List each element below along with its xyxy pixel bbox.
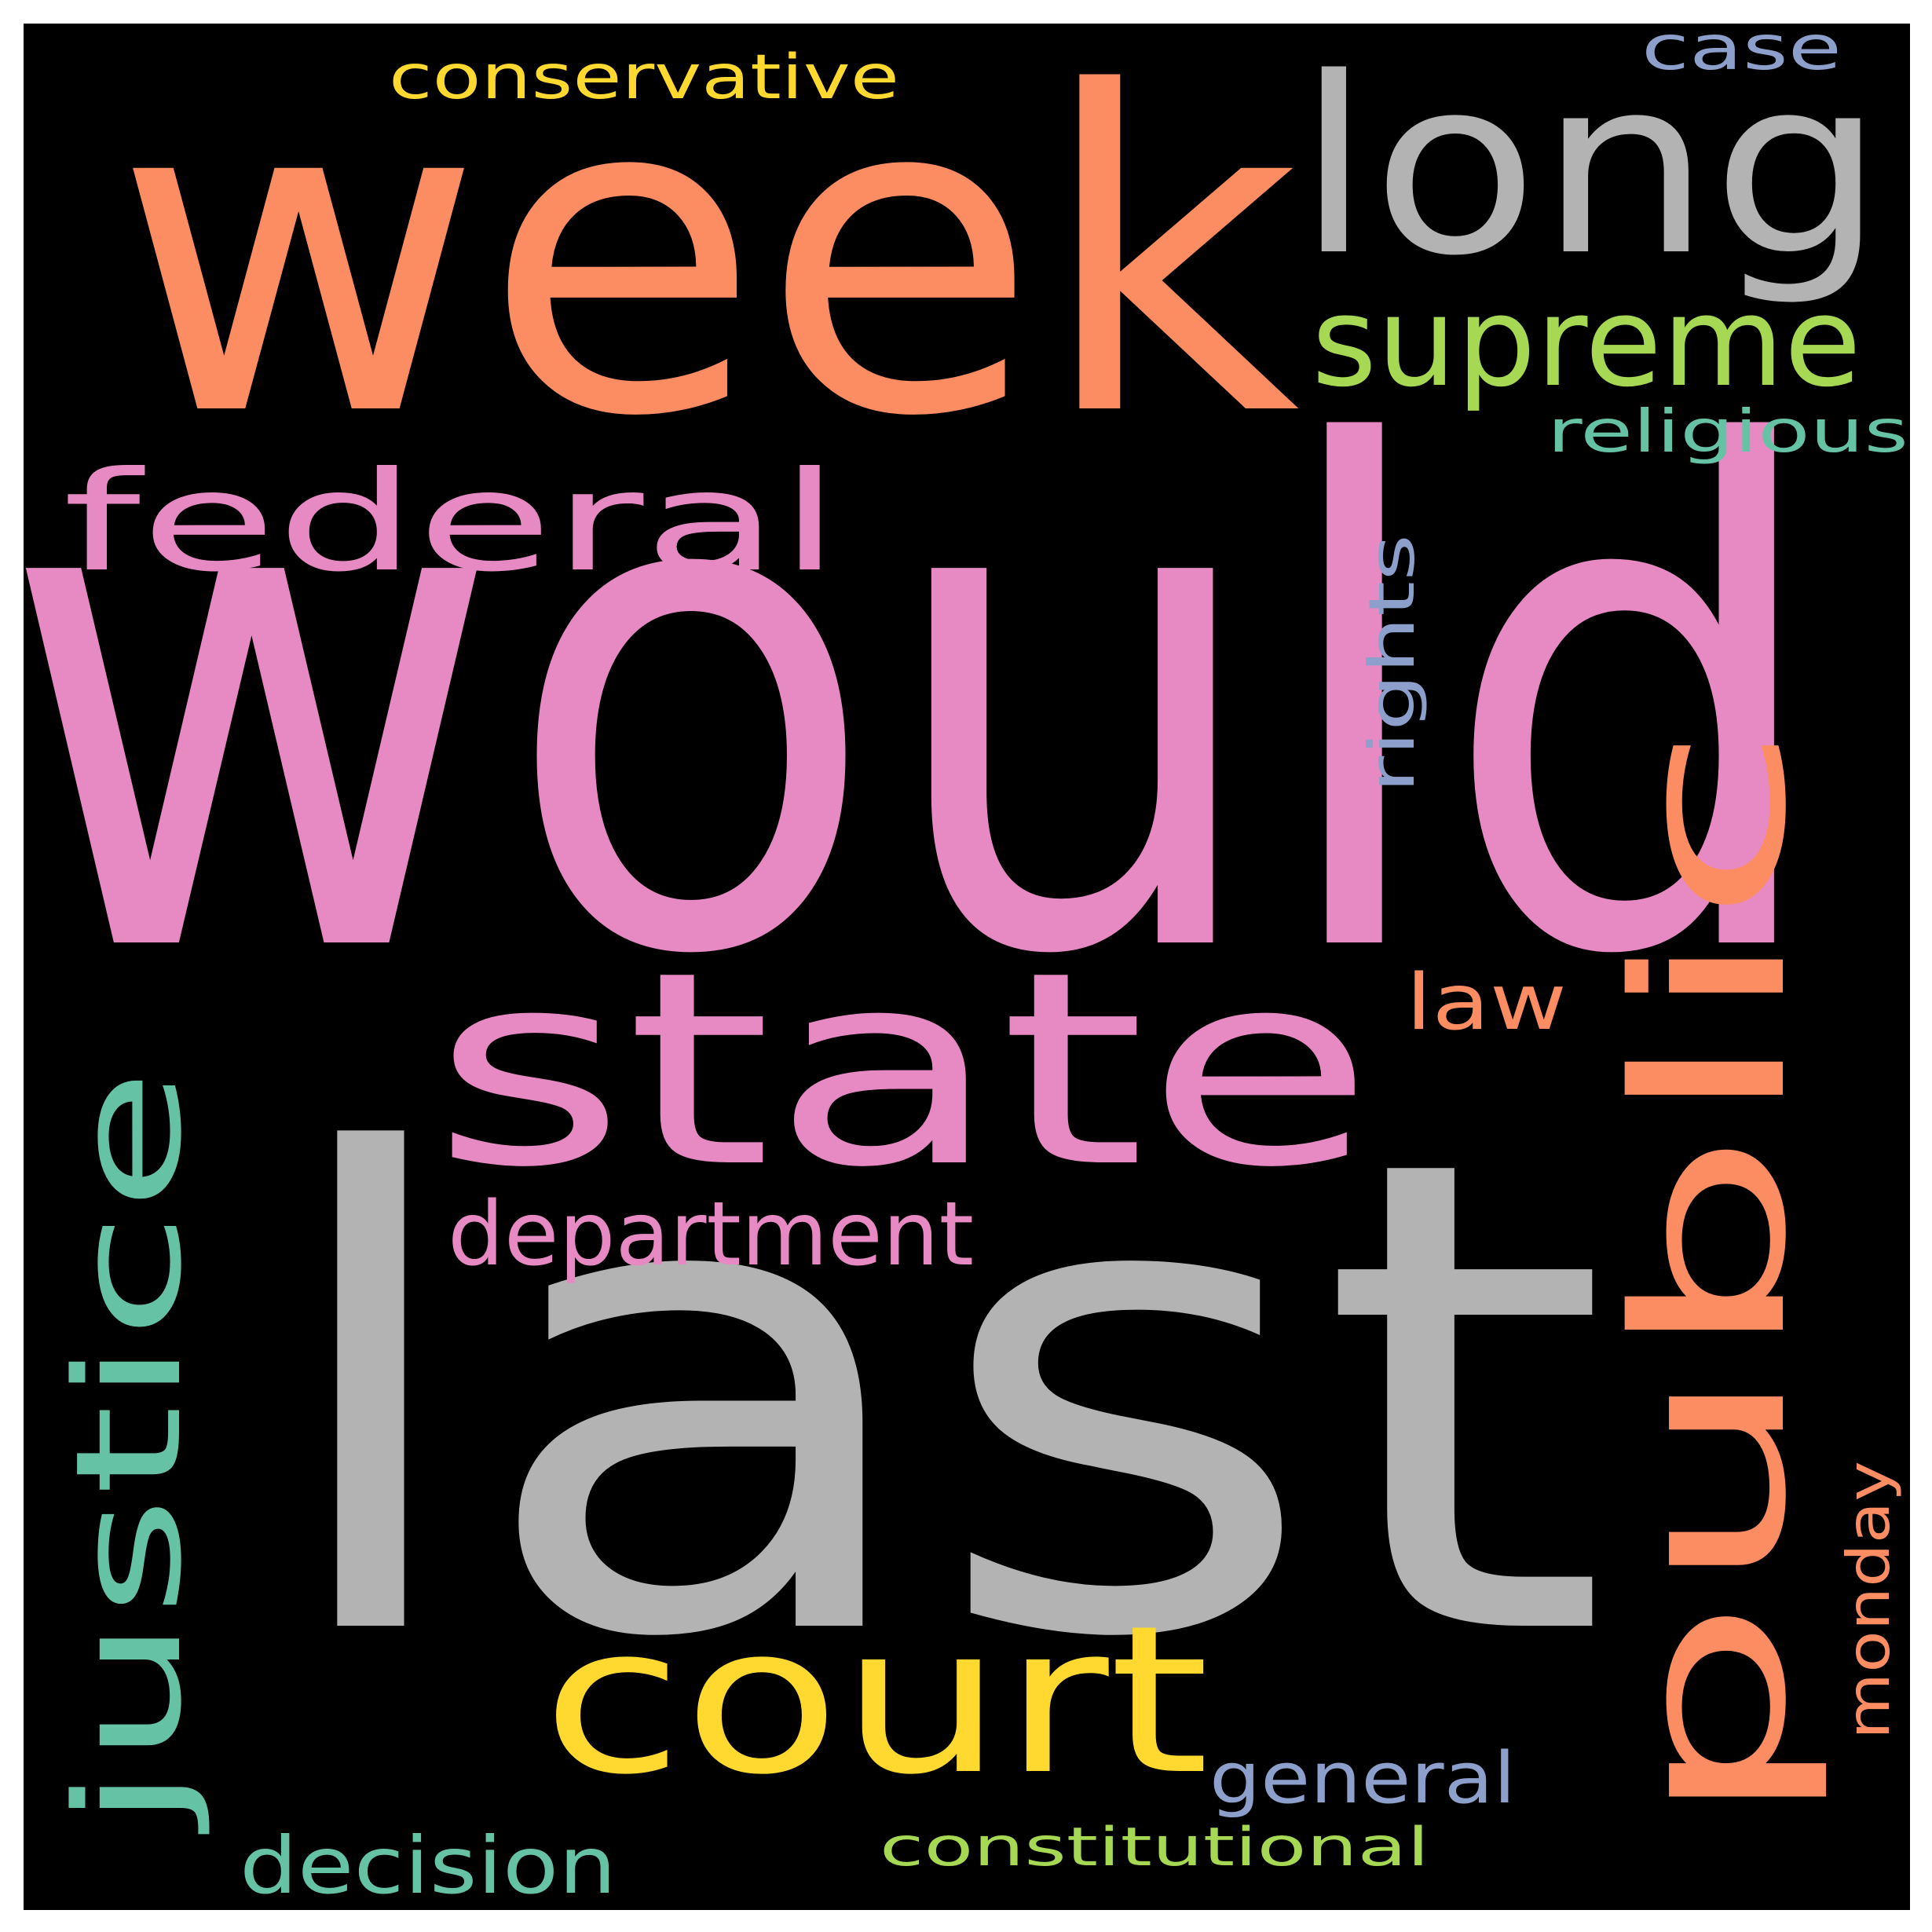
word-federal: federal (63, 443, 840, 602)
word-last: last (267, 1021, 1610, 1780)
word-cloud-background (24, 24, 1910, 1910)
word-justice: justice (44, 1068, 214, 1835)
word-religious: religious (1547, 397, 1908, 466)
word-rights: rights (1356, 534, 1429, 793)
word-monday: monday (1834, 1461, 1903, 1740)
word-state: state (432, 915, 1374, 1226)
word-cloud: would last week long state public court … (24, 24, 1910, 1910)
word-long: long (1296, 26, 1885, 309)
word-court: court (542, 1583, 1209, 1820)
word-public: public (1590, 723, 1832, 1830)
word-would: would (24, 307, 1830, 1104)
word-conservative: conservative (389, 42, 899, 113)
word-case: case (1641, 24, 1842, 84)
word-cloud-canvas: would last week long state public court … (24, 24, 1910, 1910)
word-week: week (114, 24, 1300, 513)
word-law: law (1406, 958, 1567, 1048)
word-supreme: supreme (1312, 270, 1861, 415)
word-department: department (448, 1184, 974, 1286)
word-constitutional: constitutional (880, 1817, 1429, 1879)
word-general: general (1209, 1737, 1516, 1820)
word-decision: decision (240, 1820, 617, 1910)
